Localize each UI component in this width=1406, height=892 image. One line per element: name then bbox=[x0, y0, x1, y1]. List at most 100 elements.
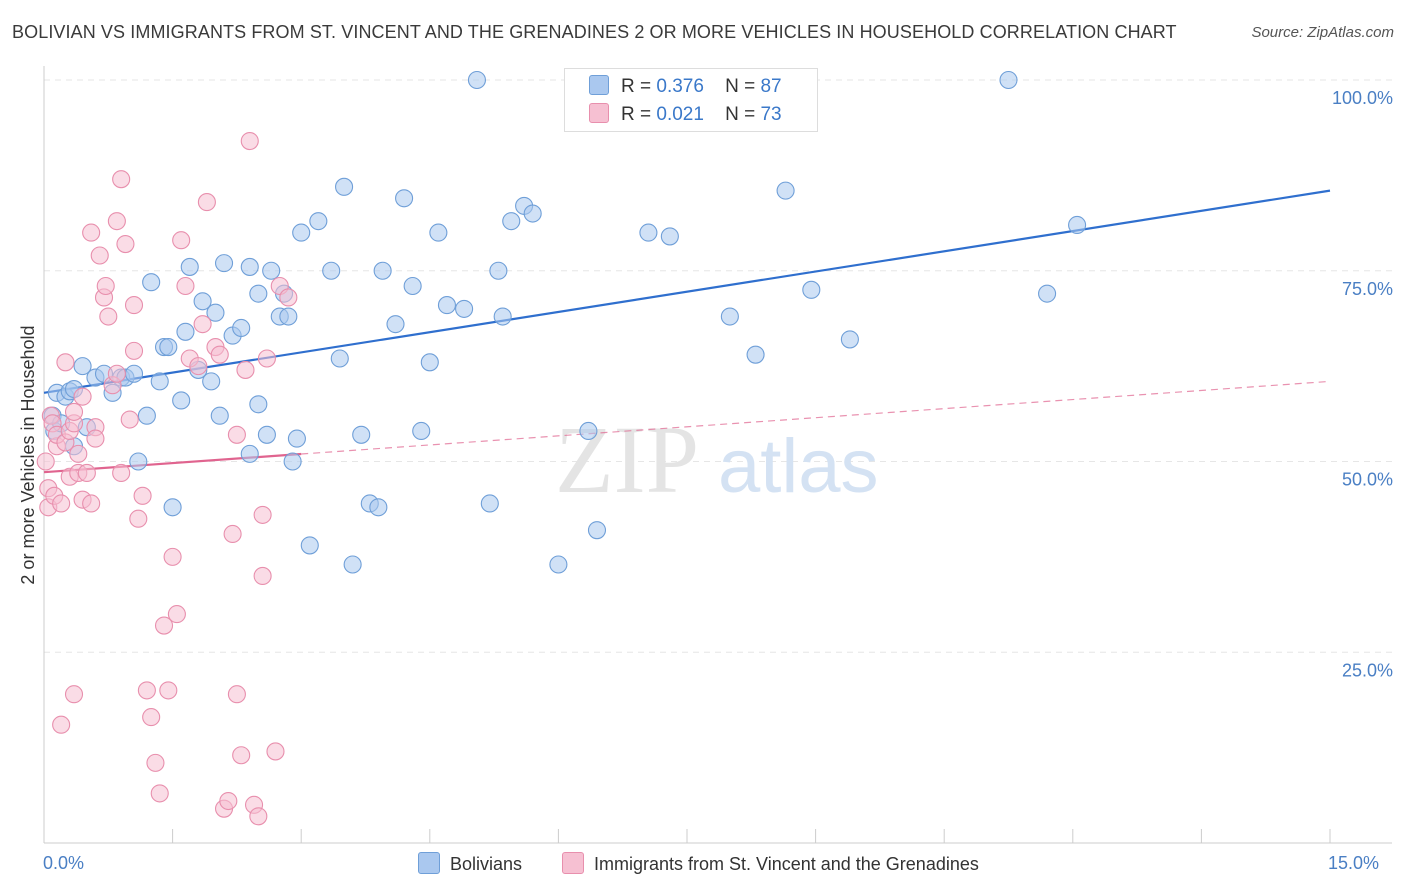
legend-r-label: R = bbox=[621, 76, 652, 97]
immigrant-point bbox=[52, 494, 71, 513]
bolivian-point bbox=[660, 227, 679, 246]
bolivian-point bbox=[202, 372, 221, 391]
immigrant-point bbox=[219, 791, 238, 811]
bolivian-point bbox=[480, 494, 499, 513]
immigrant-point bbox=[107, 212, 126, 231]
immigrant-point bbox=[257, 349, 276, 368]
immigrant-point bbox=[193, 315, 212, 334]
bolivian-point bbox=[73, 357, 92, 376]
immigrant-point bbox=[129, 509, 148, 528]
bolivian-point bbox=[489, 261, 508, 280]
bolivian-point bbox=[1068, 215, 1087, 235]
bolivian-point bbox=[335, 177, 354, 196]
immigrant-point bbox=[210, 345, 229, 364]
bolivian-point bbox=[176, 322, 195, 341]
y-tick-label-25: 25.0% bbox=[1342, 660, 1393, 680]
bolivian-point bbox=[776, 181, 795, 200]
immigrant-point bbox=[52, 715, 71, 734]
immigrant-point bbox=[223, 524, 242, 544]
legend-swatch-pink bbox=[589, 103, 609, 123]
immigrant-point bbox=[73, 387, 92, 406]
immigrant-point bbox=[124, 341, 144, 360]
immigrant-point bbox=[69, 444, 88, 463]
immigrant-point bbox=[112, 170, 131, 189]
bolivian-point bbox=[523, 204, 542, 223]
bolivian-point bbox=[309, 212, 328, 231]
immigrant-point bbox=[197, 193, 216, 212]
immigrant-point bbox=[137, 681, 156, 700]
bolivian-point bbox=[639, 223, 658, 242]
legend-n-label: N = bbox=[725, 104, 756, 125]
bolivian-point bbox=[720, 307, 739, 326]
watermark: ZIP atlas bbox=[555, 406, 879, 513]
correlation-legend: R = 0.376 N = 87 R = 0.021 N = 73 bbox=[564, 68, 818, 132]
immigrant-point bbox=[82, 223, 101, 242]
y-tick-labels: 25.0% 50.0% 75.0% 100.0% bbox=[1332, 88, 1393, 680]
immigrant-point bbox=[96, 276, 115, 296]
bolivian-point bbox=[579, 421, 598, 441]
bolivian-point bbox=[214, 254, 234, 273]
bolivian-point bbox=[343, 555, 362, 574]
immigrant-point bbox=[253, 566, 272, 586]
x-tick-min: 0.0% bbox=[43, 853, 85, 873]
immigrant-point bbox=[279, 288, 298, 307]
bolivian-point bbox=[262, 261, 281, 280]
immigrant-point bbox=[232, 746, 251, 765]
y-tick-label-100: 100.0% bbox=[1332, 88, 1393, 108]
immigrant-point bbox=[64, 685, 84, 704]
legend-row-immigrants: R = 0.021 N = 73 bbox=[589, 103, 782, 127]
bolivian-point bbox=[150, 372, 169, 391]
bolivian-point bbox=[257, 425, 276, 444]
bolivian-point bbox=[549, 555, 568, 574]
immigrant-point bbox=[56, 353, 75, 372]
bottom-legend-swatch-pink bbox=[562, 852, 584, 874]
y-tick-label-75: 75.0% bbox=[1342, 279, 1393, 299]
trend-line-dashed-2 bbox=[301, 380, 1331, 455]
bolivian-point bbox=[283, 452, 302, 471]
immigrant-point bbox=[249, 807, 268, 826]
bolivian-point bbox=[232, 318, 251, 338]
chart-title: BOLIVIAN VS IMMIGRANTS FROM ST. VINCENT … bbox=[12, 22, 1177, 42]
bolivian-point bbox=[746, 345, 765, 364]
legend-n-value-2: 73 bbox=[760, 104, 782, 125]
bolivian-point bbox=[840, 330, 859, 349]
bolivian-point bbox=[300, 536, 319, 555]
immigrant-point bbox=[159, 681, 178, 700]
y-tick-label-50: 50.0% bbox=[1342, 470, 1393, 490]
bolivian-point bbox=[206, 303, 225, 322]
immigrant-point bbox=[90, 246, 109, 265]
immigrant-point bbox=[154, 616, 174, 635]
bolivian-point bbox=[386, 315, 405, 334]
immigrant-point bbox=[99, 307, 118, 326]
legend-row-bolivians: R = 0.376 N = 87 bbox=[589, 75, 782, 99]
bolivian-point bbox=[240, 257, 259, 276]
watermark-atlas: atlas bbox=[718, 424, 879, 509]
bolivian-point bbox=[124, 364, 144, 383]
bolivian-point bbox=[502, 212, 521, 231]
bolivian-point bbox=[395, 189, 414, 208]
bolivian-point bbox=[249, 284, 268, 303]
immigrant-point bbox=[107, 364, 126, 383]
bolivian-point bbox=[412, 421, 431, 441]
immigrant-point bbox=[116, 234, 135, 254]
legend-r-value-2: 0.021 bbox=[656, 104, 704, 125]
bolivian-point bbox=[287, 429, 306, 448]
bolivian-point bbox=[142, 273, 161, 292]
immigrant-point bbox=[112, 463, 131, 482]
trend-line-solid-1 bbox=[43, 189, 1331, 394]
bolivian-point bbox=[493, 307, 512, 326]
immigrant-point bbox=[236, 360, 255, 379]
bottom-legend-label-1: Bolivians bbox=[450, 854, 523, 874]
immigrant-point bbox=[120, 410, 139, 429]
bolivian-point bbox=[403, 276, 422, 296]
immigrant-point bbox=[172, 231, 191, 250]
bolivian-point bbox=[352, 425, 371, 444]
immigrant-point bbox=[124, 296, 144, 315]
bolivian-point bbox=[159, 337, 178, 357]
immigrant-point bbox=[163, 547, 182, 566]
immigrant-point bbox=[77, 463, 96, 482]
bolivian-point bbox=[240, 444, 259, 463]
immigrant-point bbox=[240, 131, 259, 151]
bolivian-point bbox=[249, 395, 268, 414]
